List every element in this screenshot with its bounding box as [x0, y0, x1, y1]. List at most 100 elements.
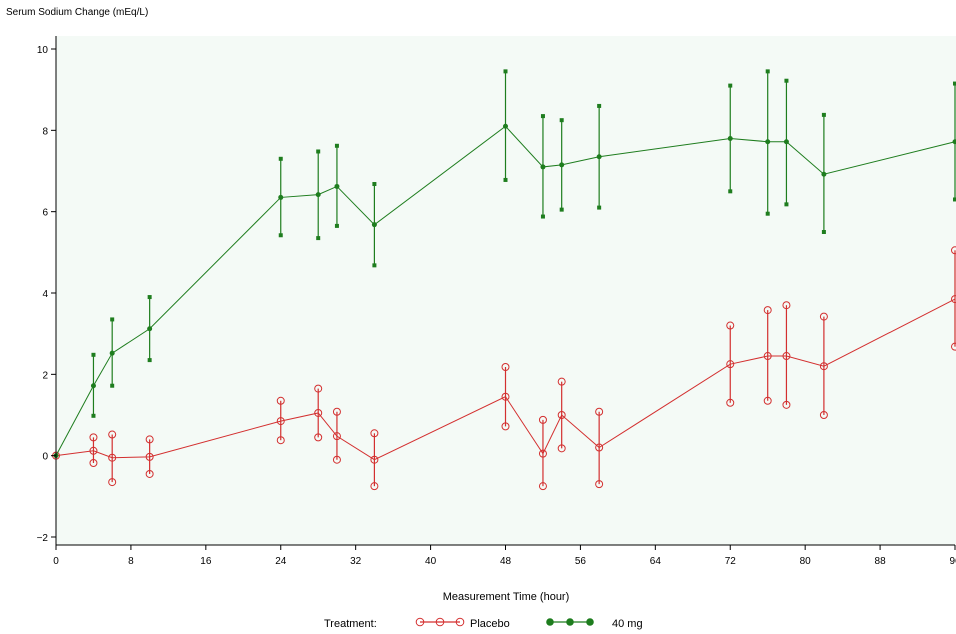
- legend-items: Placebo 40 mg: [415, 617, 643, 630]
- data-point: [370, 455, 379, 464]
- error-cap: [370, 482, 379, 491]
- x-axis-label: Measurement Time (hour): [443, 591, 570, 603]
- legend-title: Treatment:: [324, 618, 377, 630]
- data-point: [145, 452, 154, 461]
- data-point: [108, 453, 117, 462]
- error-cap: [276, 436, 285, 445]
- error-cap: [782, 400, 791, 409]
- data-point: [765, 139, 771, 145]
- error-cap: [503, 177, 508, 182]
- error-cap: [108, 478, 117, 487]
- error-cap: [595, 480, 604, 489]
- error-cap: [953, 197, 956, 202]
- axes-layer: −20246810081624324048566472808896: [37, 36, 956, 567]
- x-tick-label: 88: [875, 556, 887, 567]
- error-cap: [540, 214, 545, 219]
- error-cap: [332, 455, 341, 464]
- legend-item-placebo: Placebo: [415, 617, 510, 630]
- error-cap: [501, 422, 510, 431]
- data-point: [501, 392, 510, 401]
- error-cap: [821, 230, 826, 234]
- data-point: [540, 164, 546, 170]
- data-point: [538, 449, 547, 458]
- x-tick-label: 80: [800, 556, 812, 567]
- data-point: [595, 443, 604, 452]
- data-point: [90, 383, 96, 389]
- error-cap: [334, 143, 339, 148]
- error-cap: [951, 246, 956, 255]
- legend: Treatment: Placebo 40 mg: [324, 617, 643, 630]
- y-tick-label: 4: [42, 289, 48, 300]
- legend-label: 40 mg: [612, 618, 643, 630]
- y-tick-label: 6: [42, 208, 48, 219]
- error-cap: [147, 358, 152, 363]
- error-cap: [597, 103, 602, 108]
- error-cap: [595, 407, 604, 416]
- data-point: [727, 135, 733, 141]
- data-point: [503, 123, 508, 129]
- legend-label: Placebo: [470, 618, 510, 630]
- plot-layer: [52, 69, 956, 491]
- error-cap: [559, 207, 564, 212]
- data-point: [89, 446, 98, 455]
- error-cap: [540, 114, 545, 119]
- data-point: [782, 352, 791, 361]
- error-cap: [951, 342, 956, 351]
- error-cap: [372, 182, 377, 187]
- data-point: [315, 192, 321, 198]
- error-cap: [110, 383, 115, 388]
- error-cap: [278, 233, 283, 238]
- data-point: [819, 362, 828, 371]
- error-cap: [726, 321, 735, 330]
- error-cap: [314, 384, 323, 393]
- legend-marker: [435, 617, 445, 627]
- error-cap: [145, 435, 154, 444]
- data-point: [783, 139, 789, 145]
- error-cap: [559, 118, 564, 123]
- error-cap: [538, 415, 547, 424]
- y-tick-label: 2: [42, 370, 48, 381]
- error-cap: [501, 363, 510, 372]
- data-point: [557, 411, 566, 419]
- error-cap: [784, 78, 789, 83]
- error-cap: [763, 396, 772, 405]
- error-cap: [314, 433, 323, 442]
- error-cap: [726, 398, 735, 407]
- error-cap: [503, 69, 508, 74]
- data-point: [109, 350, 115, 356]
- data-point: [763, 352, 772, 361]
- x-tick-label: 8: [128, 556, 134, 567]
- error-cap: [89, 458, 98, 467]
- data-point: [276, 417, 285, 426]
- data-point: [334, 183, 340, 189]
- series-40mg: [53, 69, 956, 459]
- data-point: [278, 194, 284, 200]
- error-cap: [763, 306, 772, 315]
- data-point: [371, 222, 377, 228]
- data-point: [951, 295, 956, 304]
- error-cap: [91, 413, 96, 418]
- error-cap: [316, 149, 321, 154]
- error-cap: [728, 189, 733, 194]
- y-tick-label: 8: [42, 126, 48, 137]
- error-cap: [110, 317, 115, 322]
- x-tick-label: 64: [650, 556, 662, 567]
- x-tick-label: 16: [200, 556, 212, 567]
- y-tick-label: 0: [42, 452, 48, 463]
- error-cap: [557, 444, 566, 453]
- x-tick-label: 48: [500, 556, 512, 567]
- data-point: [952, 139, 956, 145]
- series-placebo: [52, 246, 956, 491]
- legend-marker: [546, 618, 554, 626]
- x-tick-label: 96: [949, 556, 956, 567]
- error-cap: [953, 81, 956, 86]
- x-tick-label: 72: [725, 556, 737, 567]
- error-cap: [765, 69, 770, 74]
- error-cap: [597, 205, 602, 210]
- legend-item-40mg: 40 mg: [546, 618, 643, 630]
- error-cap: [332, 407, 341, 416]
- error-cap: [370, 429, 379, 438]
- error-cap: [278, 156, 283, 161]
- error-cap: [819, 312, 828, 321]
